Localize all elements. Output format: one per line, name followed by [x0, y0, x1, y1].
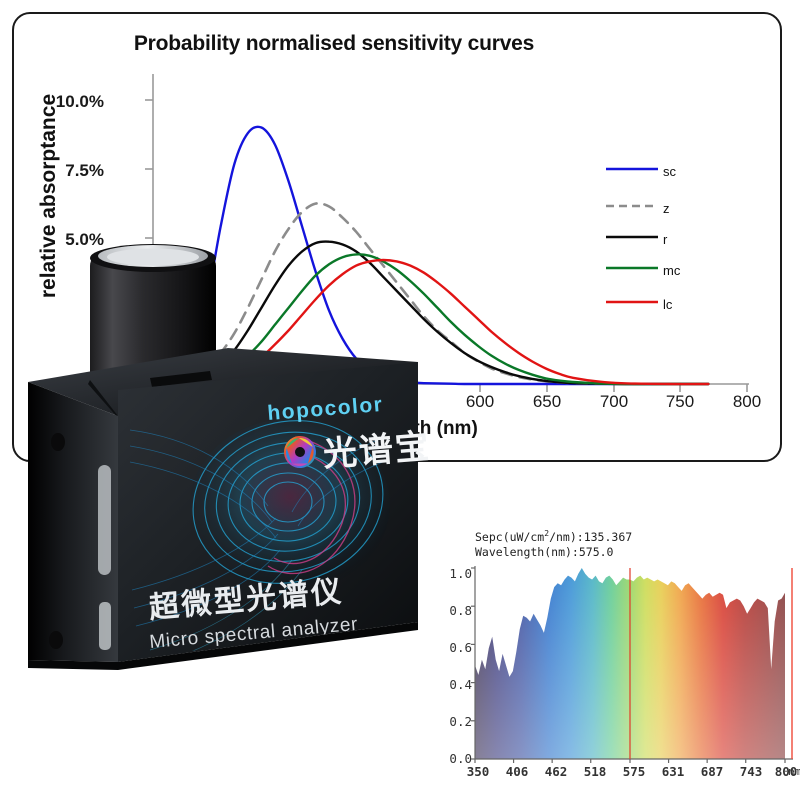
spec-x-tick: 743: [739, 764, 763, 779]
spectrum-measurement-panel: Sepc(uW/cm2/nm):135.367 Wavelength(nm):5…: [440, 512, 800, 800]
spec-x-tick: 518: [583, 764, 607, 779]
spec-x-tick: 462: [544, 764, 568, 779]
spec-y-tick: 0.6: [449, 640, 472, 655]
spec-x-tick: 800: [774, 764, 798, 779]
screw-bottom-left: [49, 631, 63, 649]
spec-x-tick: 406: [505, 764, 529, 779]
spectrum-plot: [471, 566, 793, 763]
spec-y-tick: 1.0: [449, 566, 472, 581]
curve-r: [151, 240, 710, 386]
device-left-side: [28, 382, 118, 662]
x-tick-label: 600: [465, 392, 495, 411]
spec-x-tick: 350: [466, 764, 490, 779]
side-button-short[interactable]: [99, 602, 111, 650]
screw-top-left: [51, 433, 65, 451]
y-tick-label: 5.0%: [65, 230, 104, 249]
legend-label-mc: mc: [663, 263, 681, 278]
legend-label-r: r: [663, 232, 668, 247]
spec-value: /nm):135.367: [549, 529, 633, 544]
legend-swatches: [606, 167, 658, 304]
spec-irradiance-readout: Sepc(uW/cm2/nm):135.367: [475, 526, 632, 545]
spectrum-axes: [471, 566, 793, 763]
spec-wavelength-readout: Wavelength(nm):575.0: [475, 544, 614, 559]
legend-label-sc: sc: [663, 164, 676, 179]
x-tick-label: 650: [532, 392, 562, 411]
x-tick-label: 750: [665, 392, 695, 411]
chart-title: Probability normalised sensitivity curve…: [133, 32, 535, 55]
brand-cn-text: 光谱宝: [322, 427, 433, 475]
x-tick-label: 700: [599, 392, 629, 411]
spectrum-readout: Sepc(uW/cm2/nm):135.367 Wavelength(nm):5…: [475, 526, 632, 560]
spectrometer-device-photo: hopocolor 光谱宝 超微型光谱仪 Micro spectral anal…: [28, 244, 433, 670]
legend-label-lc: lc: [663, 297, 673, 312]
top-seam: [88, 380, 118, 418]
spec-x-tick: 575: [622, 764, 646, 779]
spec-x-tick: 631: [661, 764, 685, 779]
side-button-long[interactable]: [98, 465, 111, 575]
y-tick-label: 7.5%: [65, 161, 104, 180]
spec-x-unit: nm: [788, 765, 800, 778]
swirl-artwork: [129, 419, 390, 660]
spec-y-tick: 0.0: [449, 751, 472, 766]
legend-label-z: z: [663, 201, 670, 216]
spec-y-tick: 0.4: [449, 677, 472, 692]
x-tick-label: 800: [732, 392, 762, 411]
y-tick-label: 10.0%: [55, 92, 104, 111]
spec-label: Sepc(uW/cm: [475, 529, 545, 544]
spec-exponent: 2: [544, 529, 550, 538]
spec-y-tick: 0.8: [449, 603, 472, 618]
device-bottom-edge: [28, 622, 418, 670]
spec-x-tick: 687: [700, 764, 724, 779]
color-wheel-logo: [284, 436, 316, 468]
spec-y-tick: 0.2: [449, 714, 472, 729]
top-slot: [150, 371, 212, 387]
